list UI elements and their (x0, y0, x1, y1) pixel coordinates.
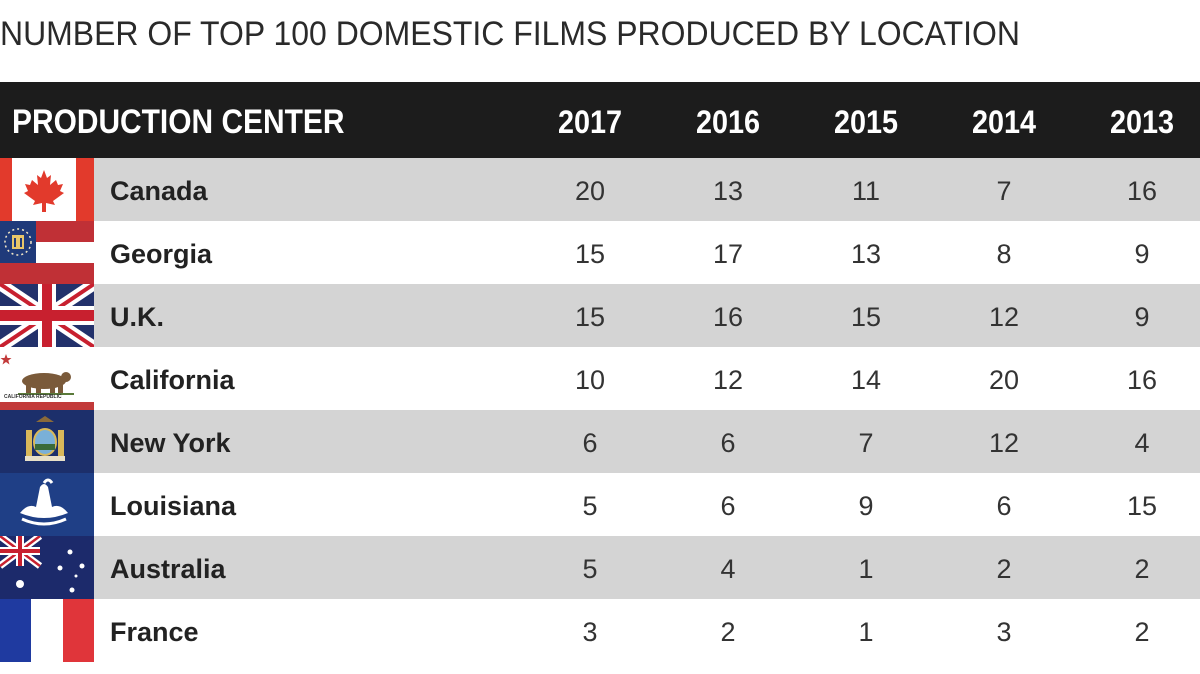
column-header-2014: 2014 (971, 104, 1037, 140)
column-header-2017: 2017 (557, 104, 623, 140)
table-cell: 12 (988, 302, 1020, 332)
table-cell: 9 (858, 491, 874, 521)
table-cell: 8 (996, 239, 1012, 269)
chart-title: NUMBER OF TOP 100 DOMESTIC FILMS PRODUCE… (0, 15, 1020, 53)
table-cell: 16 (1126, 365, 1158, 395)
row-location-name: New York (110, 428, 231, 458)
table-cell: 3 (996, 617, 1012, 647)
uk-flag-icon (0, 284, 94, 347)
column-header-2013: 2013 (1109, 104, 1175, 140)
table-cell: 20 (574, 176, 606, 206)
table-cell: 2 (720, 617, 736, 647)
films-table: PRODUCTION CENTER 2017 2016 2015 2014 20… (0, 82, 1200, 662)
table-cell: 15 (574, 302, 606, 332)
table-cell: 12 (712, 365, 744, 395)
table-cell: 5 (582, 554, 598, 584)
table-cell: 6 (720, 491, 736, 521)
table-cell: 6 (582, 428, 598, 458)
table-cell: 16 (1126, 176, 1158, 206)
table-cell: 15 (1126, 491, 1158, 521)
table-cell: 13 (850, 239, 882, 269)
table-cell: 15 (574, 239, 606, 269)
row-location-name: Australia (110, 554, 226, 584)
table-cell: 7 (858, 428, 874, 458)
california-flag-icon: CALIFORNIA REPUBLIC (0, 347, 94, 410)
row-location-name: Canada (110, 176, 208, 206)
table-row: Australia 5 4 1 2 2 (0, 536, 1200, 599)
table-cell: 5 (582, 491, 598, 521)
table-cell: 15 (850, 302, 882, 332)
canada-flag-icon (0, 158, 94, 221)
georgia-flag-icon (0, 221, 94, 284)
column-header-2015: 2015 (833, 104, 899, 140)
row-location-name: France (110, 617, 199, 647)
table-cell: 11 (851, 176, 881, 206)
table-row: U.K. 15 16 15 12 9 (0, 284, 1200, 347)
table-cell: 4 (1134, 428, 1150, 458)
table-cell: 14 (850, 365, 882, 395)
table-row: CALIFORNIA REPUBLIC California 10 12 14 … (0, 347, 1200, 410)
table-row: Louisiana 5 6 9 6 15 (0, 473, 1200, 536)
table-row: Georgia 15 17 13 8 9 (0, 221, 1200, 284)
table-cell: 1 (858, 617, 874, 647)
new-york-flag-icon (0, 410, 94, 473)
table-cell: 20 (988, 365, 1020, 395)
table-cell: 3 (582, 617, 598, 647)
table-cell: 10 (574, 365, 606, 395)
louisiana-flag-icon (0, 473, 94, 536)
table-cell: 2 (1134, 554, 1150, 584)
table-cell: 4 (720, 554, 736, 584)
table-row: Canada 20 13 11 7 16 (0, 158, 1200, 221)
table-row: New York 6 6 7 12 4 (0, 410, 1200, 473)
table-cell: 2 (1134, 617, 1150, 647)
table-cell: 2 (996, 554, 1012, 584)
france-flag-icon (0, 599, 94, 662)
row-location-name: California (110, 365, 235, 395)
row-location-name: Georgia (110, 239, 213, 269)
table-cell: 6 (996, 491, 1012, 521)
table-header: PRODUCTION CENTER 2017 2016 2015 2014 20… (0, 82, 1200, 158)
table-cell: 9 (1134, 302, 1150, 332)
australia-flag-icon (0, 536, 94, 599)
table-cell: 1 (858, 554, 874, 584)
table-cell: 17 (712, 239, 744, 269)
table-cell: 9 (1134, 239, 1150, 269)
table-cell: 7 (996, 176, 1012, 206)
table-cell: 6 (720, 428, 736, 458)
california-flag-text: CALIFORNIA REPUBLIC (4, 394, 62, 400)
column-header-production-center: PRODUCTION CENTER (12, 103, 345, 141)
table-cell: 12 (988, 428, 1020, 458)
row-location-name: U.K. (110, 302, 164, 332)
table-cell: 13 (712, 176, 744, 206)
row-location-name: Louisiana (110, 491, 237, 521)
table-cell: 16 (712, 302, 744, 332)
table-row: France 3 2 1 3 2 (0, 599, 1200, 662)
column-header-2016: 2016 (695, 104, 761, 140)
